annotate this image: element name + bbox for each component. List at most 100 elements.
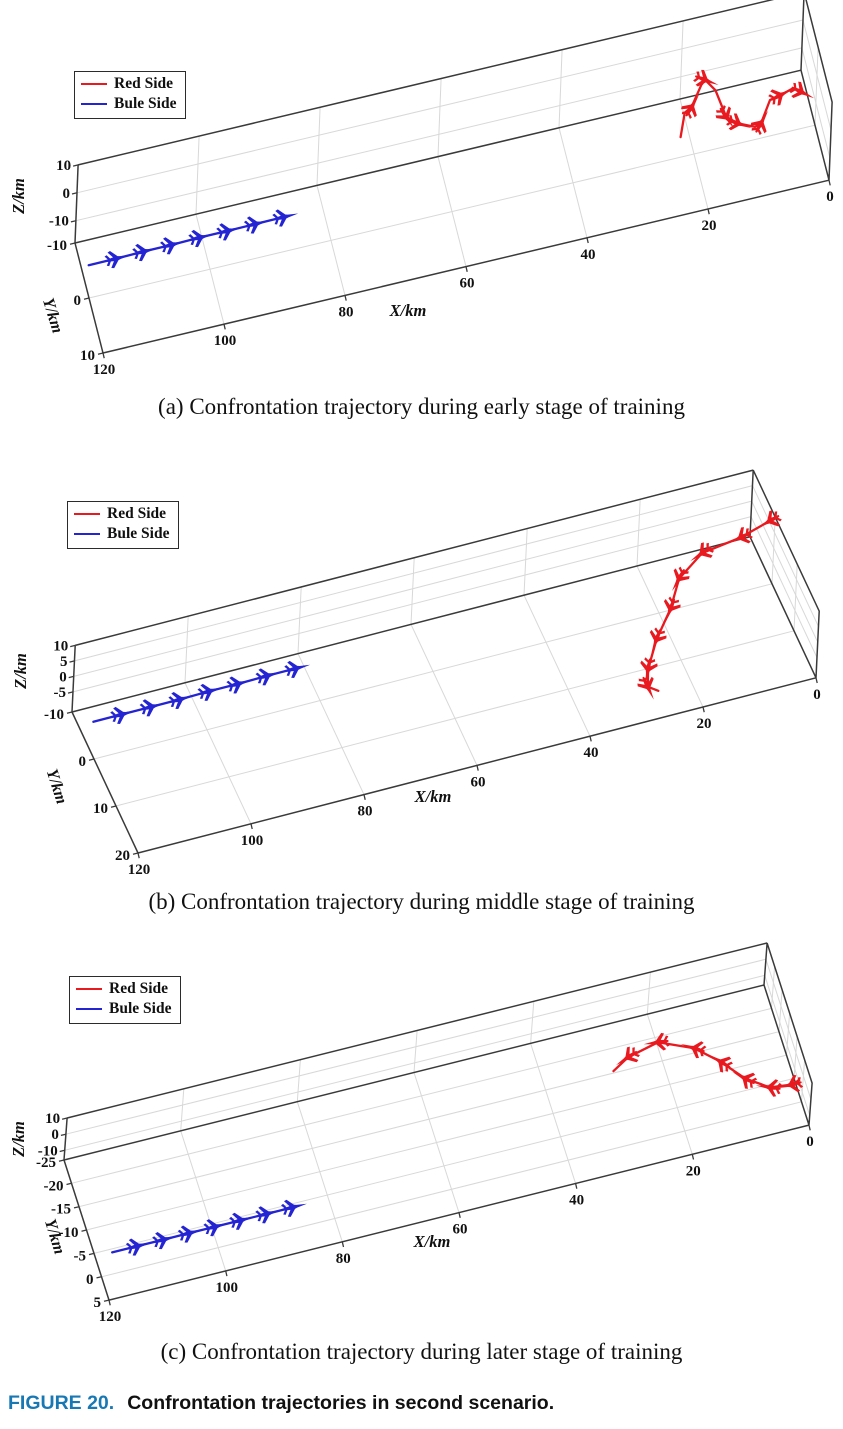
jet-marker-icon xyxy=(680,1041,707,1059)
right-wall xyxy=(749,469,820,679)
jet-marker-icon xyxy=(152,1232,178,1250)
jet-marker-icon xyxy=(197,683,224,701)
red-line-swatch xyxy=(81,83,107,85)
blue-line-swatch xyxy=(74,533,100,535)
figure-caption-text: Confrontation trajectories in second sce… xyxy=(127,1392,555,1414)
svg-text:20: 20 xyxy=(686,1163,701,1179)
jet-marker-icon xyxy=(708,1054,733,1073)
jet-marker-icon xyxy=(110,706,137,724)
legend-label-bule-side: Bule Side xyxy=(109,1000,172,1017)
jet-marker-icon xyxy=(637,674,654,700)
legend-label-red-side: Red Side xyxy=(109,980,168,997)
legend-plot-b: Red Side Bule Side xyxy=(67,501,180,549)
svg-text:0: 0 xyxy=(806,1134,814,1150)
plot-middle-stage: 020406080100120-1001020-50510X/kmY/kmZ/k… xyxy=(11,469,821,878)
svg-text:100: 100 xyxy=(241,833,264,849)
svg-text:20: 20 xyxy=(702,218,717,234)
z-axis-label: Z/km xyxy=(9,1121,28,1158)
caption-subplot-c: (c) Confrontation trajectory during late… xyxy=(160,1339,683,1364)
legend-label-bule-side: Bule Side xyxy=(107,525,170,542)
red-line-swatch xyxy=(76,988,102,990)
svg-text:-5: -5 xyxy=(74,1248,87,1264)
svg-text:5: 5 xyxy=(60,654,68,670)
jet-marker-icon xyxy=(160,237,186,255)
blue-side-trajectory xyxy=(111,1199,307,1256)
axis-labels: X/km Y/km Z/km xyxy=(9,178,426,335)
jet-marker-icon xyxy=(616,1046,640,1066)
svg-text:-10: -10 xyxy=(44,707,64,723)
figure-caption-label: FIGURE 20. xyxy=(8,1392,115,1414)
jet-marker-icon xyxy=(640,657,658,684)
svg-text:80: 80 xyxy=(339,304,354,320)
svg-text:100: 100 xyxy=(215,1280,238,1296)
blue-line-swatch xyxy=(81,103,107,105)
y-axis-label: Y/km xyxy=(43,766,72,806)
jet-marker-icon xyxy=(203,1219,230,1237)
jet-marker-icon xyxy=(125,1238,152,1256)
jet-marker-icon xyxy=(255,1206,282,1224)
svg-text:10: 10 xyxy=(53,638,68,654)
svg-text:0: 0 xyxy=(86,1272,94,1288)
grid-lines xyxy=(64,958,812,1278)
svg-text:-10: -10 xyxy=(47,238,67,254)
jet-marker-icon xyxy=(690,542,715,561)
svg-text:-10: -10 xyxy=(59,1225,79,1241)
svg-text:40: 40 xyxy=(584,745,599,761)
svg-text:0: 0 xyxy=(826,189,834,205)
jet-marker-icon xyxy=(672,566,690,592)
jet-marker-icon xyxy=(789,81,815,99)
jet-marker-icon xyxy=(681,94,699,119)
svg-text:-15: -15 xyxy=(51,1202,71,1218)
svg-text:0: 0 xyxy=(74,293,82,309)
svg-text:120: 120 xyxy=(128,862,151,878)
legend-plot-c: Red Side Bule Side xyxy=(69,976,182,1024)
red-side-trajectory-line xyxy=(646,519,771,692)
legend-item-bule-side: Bule Side xyxy=(76,999,171,1019)
legend-label-red-side: Red Side xyxy=(107,505,166,522)
svg-text:10: 10 xyxy=(56,158,71,174)
caption-subplot-b: (b) Confrontation trajectory during midd… xyxy=(148,889,695,914)
plot-early-stage: 0 20 40 60 80 100 120 -10 0 10 -10 0 10 X/km Y/km Z/km xyxy=(9,0,834,378)
jet-marker-icon xyxy=(755,1079,782,1097)
jet-marker-icon xyxy=(272,209,299,227)
z-axis-label: Z/km xyxy=(11,653,30,690)
grid-lines xyxy=(72,485,819,825)
jet-marker-icon xyxy=(139,699,166,717)
svg-text:-20: -20 xyxy=(44,1178,64,1194)
x-axis-label: X/km xyxy=(413,1232,451,1251)
blue-side-trajectory xyxy=(87,209,299,269)
svg-text:10: 10 xyxy=(80,348,95,364)
jet-marker-icon xyxy=(226,676,253,694)
svg-text:0: 0 xyxy=(63,186,71,202)
svg-text:-10: -10 xyxy=(49,214,69,230)
svg-text:120: 120 xyxy=(93,362,116,378)
svg-text:40: 40 xyxy=(581,247,596,263)
jet-marker-icon xyxy=(104,251,131,269)
jet-marker-icon xyxy=(168,691,195,710)
red-side-trajectory xyxy=(637,510,782,700)
red-side-trajectory xyxy=(612,1032,804,1097)
jet-marker-icon xyxy=(727,527,753,544)
svg-text:20: 20 xyxy=(697,716,712,732)
y-axis-label: Y/km xyxy=(41,1217,70,1257)
red-line-swatch xyxy=(74,513,100,515)
jet-marker-icon xyxy=(757,510,782,528)
right-wall xyxy=(800,0,833,181)
tick-labels: 0 20 40 60 80 100 120 -10 0 10 -10 0 10 xyxy=(47,158,834,378)
svg-text:80: 80 xyxy=(358,804,373,820)
svg-text:0: 0 xyxy=(59,669,67,685)
svg-text:-10: -10 xyxy=(38,1143,58,1159)
jet-marker-icon xyxy=(663,596,681,623)
svg-text:60: 60 xyxy=(460,276,475,292)
svg-text:120: 120 xyxy=(99,1309,122,1325)
svg-text:0: 0 xyxy=(813,687,821,703)
jet-marker-icon xyxy=(284,660,311,678)
svg-text:0: 0 xyxy=(51,1127,59,1143)
jet-marker-icon xyxy=(732,1071,758,1089)
legend-item-red-side: Red Side xyxy=(74,504,169,524)
svg-text:0: 0 xyxy=(79,754,87,770)
legend-item-red-side: Red Side xyxy=(81,74,176,94)
